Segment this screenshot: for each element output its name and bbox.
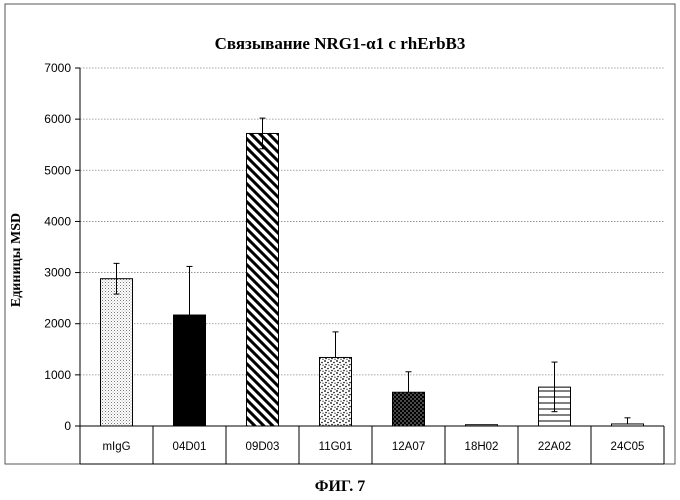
- y-tick-label: 5000: [44, 163, 71, 177]
- figure-caption: ФИГ. 7: [315, 478, 366, 495]
- x-category-label-12A07: 12A07: [392, 441, 425, 453]
- y-tick-label: 7000: [44, 61, 71, 75]
- y-tick-label: 4000: [44, 214, 71, 228]
- y-tick-label: 0: [64, 419, 71, 433]
- axes: [80, 68, 664, 464]
- x-category-labels: mIgG 04D01 09D03 11G01 12A07 18H02 22A02 24C05: [102, 441, 644, 453]
- x-category-label-09D03: 09D03: [246, 441, 280, 453]
- y-tick-label: 6000: [44, 112, 71, 126]
- y-tick-labels: 0 1000 2000 3000 4000 5000 6000 7000: [44, 61, 80, 433]
- bar-11G01: [320, 357, 352, 426]
- y-tick-label: 1000: [44, 368, 71, 382]
- chart-title: Связывание NRG1-α1 с rhErbB3: [215, 34, 466, 53]
- y-tick-label: 2000: [44, 317, 71, 331]
- gridlines: [80, 68, 664, 375]
- y-tick-label: 3000: [44, 266, 71, 280]
- bar-04D01: [174, 315, 206, 426]
- x-category-label-11G01: 11G01: [319, 441, 353, 453]
- bar-12A07: [393, 392, 425, 426]
- x-category-label-mIgG: mIgG: [102, 441, 130, 453]
- x-category-label-24C05: 24C05: [611, 441, 645, 453]
- bars: [101, 133, 644, 426]
- bar-mIgG: [101, 279, 133, 426]
- x-category-label-18H02: 18H02: [465, 441, 499, 453]
- x-category-label-22A02: 22A02: [538, 441, 571, 453]
- chart-figure: Связывание NRG1-α1 с rhErbB3 Единицы MSD…: [0, 0, 680, 500]
- x-category-label-04D01: 04D01: [173, 441, 207, 453]
- y-axis-label: Единицы MSD: [9, 213, 24, 307]
- bar-09D03: [247, 133, 279, 426]
